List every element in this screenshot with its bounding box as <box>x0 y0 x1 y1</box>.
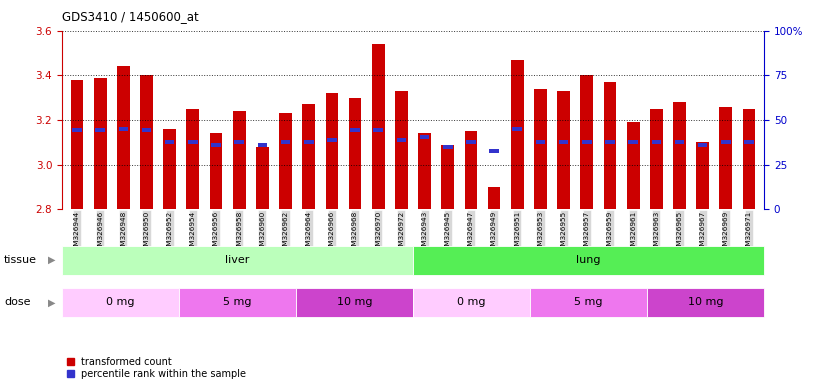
Bar <box>140 75 153 209</box>
Text: 5 mg: 5 mg <box>223 297 252 308</box>
Text: ▶: ▶ <box>48 297 55 308</box>
Bar <box>62 288 179 317</box>
Bar <box>188 140 197 144</box>
Bar <box>605 140 615 144</box>
Text: tissue: tissue <box>4 255 37 265</box>
Bar <box>373 128 383 132</box>
Bar <box>721 140 730 144</box>
Bar <box>72 128 82 132</box>
Bar <box>582 140 591 144</box>
Text: GDS3410 / 1450600_at: GDS3410 / 1450600_at <box>62 10 199 23</box>
Bar <box>530 288 647 317</box>
Bar <box>304 140 314 144</box>
Bar <box>744 140 754 144</box>
Bar <box>558 91 570 209</box>
Text: 10 mg: 10 mg <box>337 297 373 308</box>
Bar <box>464 131 477 209</box>
Bar <box>302 104 315 209</box>
Bar <box>627 122 639 209</box>
Bar <box>743 109 755 209</box>
Bar <box>489 149 499 153</box>
Legend: transformed count, percentile rank within the sample: transformed count, percentile rank withi… <box>67 357 246 379</box>
Bar <box>413 246 764 275</box>
Bar <box>62 246 413 275</box>
Bar <box>117 66 130 209</box>
Text: 0 mg: 0 mg <box>107 297 135 308</box>
Bar <box>647 288 764 317</box>
Bar <box>466 140 476 144</box>
Bar <box>650 109 662 209</box>
Bar <box>673 102 686 209</box>
Bar <box>512 127 522 131</box>
Bar <box>698 142 707 147</box>
Bar <box>233 111 245 209</box>
Bar <box>604 82 616 209</box>
Bar <box>325 93 339 209</box>
Bar <box>581 75 593 209</box>
Bar <box>258 142 267 147</box>
Bar <box>279 113 292 209</box>
Text: lung: lung <box>577 255 601 265</box>
Bar <box>327 138 337 142</box>
Bar <box>652 140 661 144</box>
Text: 10 mg: 10 mg <box>688 297 724 308</box>
Text: dose: dose <box>4 297 31 308</box>
Text: liver: liver <box>225 255 249 265</box>
Bar <box>281 140 290 144</box>
Bar <box>418 133 431 209</box>
Bar <box>164 129 176 209</box>
Bar <box>296 288 413 317</box>
Bar <box>210 133 222 209</box>
Bar <box>536 140 545 144</box>
Bar <box>142 128 151 132</box>
Bar <box>420 135 430 139</box>
Bar <box>719 107 732 209</box>
Bar <box>187 109 199 209</box>
Bar <box>71 80 83 209</box>
Bar <box>94 78 107 209</box>
Bar <box>395 91 408 209</box>
Bar <box>396 138 406 142</box>
Bar <box>211 142 221 147</box>
Bar <box>96 128 105 132</box>
Bar <box>534 89 547 209</box>
Text: ▶: ▶ <box>48 255 55 265</box>
Bar <box>629 140 638 144</box>
Bar <box>235 140 244 144</box>
Bar <box>119 127 128 131</box>
Bar <box>559 140 568 144</box>
Bar <box>413 288 530 317</box>
Bar <box>372 44 385 209</box>
Bar <box>256 147 268 209</box>
Bar <box>179 288 296 317</box>
Text: 5 mg: 5 mg <box>574 297 603 308</box>
Text: 0 mg: 0 mg <box>458 297 486 308</box>
Bar <box>511 60 524 209</box>
Bar <box>675 140 684 144</box>
Bar <box>696 142 709 209</box>
Bar <box>443 145 453 149</box>
Bar <box>165 140 174 144</box>
Bar <box>441 144 454 209</box>
Bar <box>487 187 501 209</box>
Bar <box>349 98 362 209</box>
Bar <box>350 128 360 132</box>
